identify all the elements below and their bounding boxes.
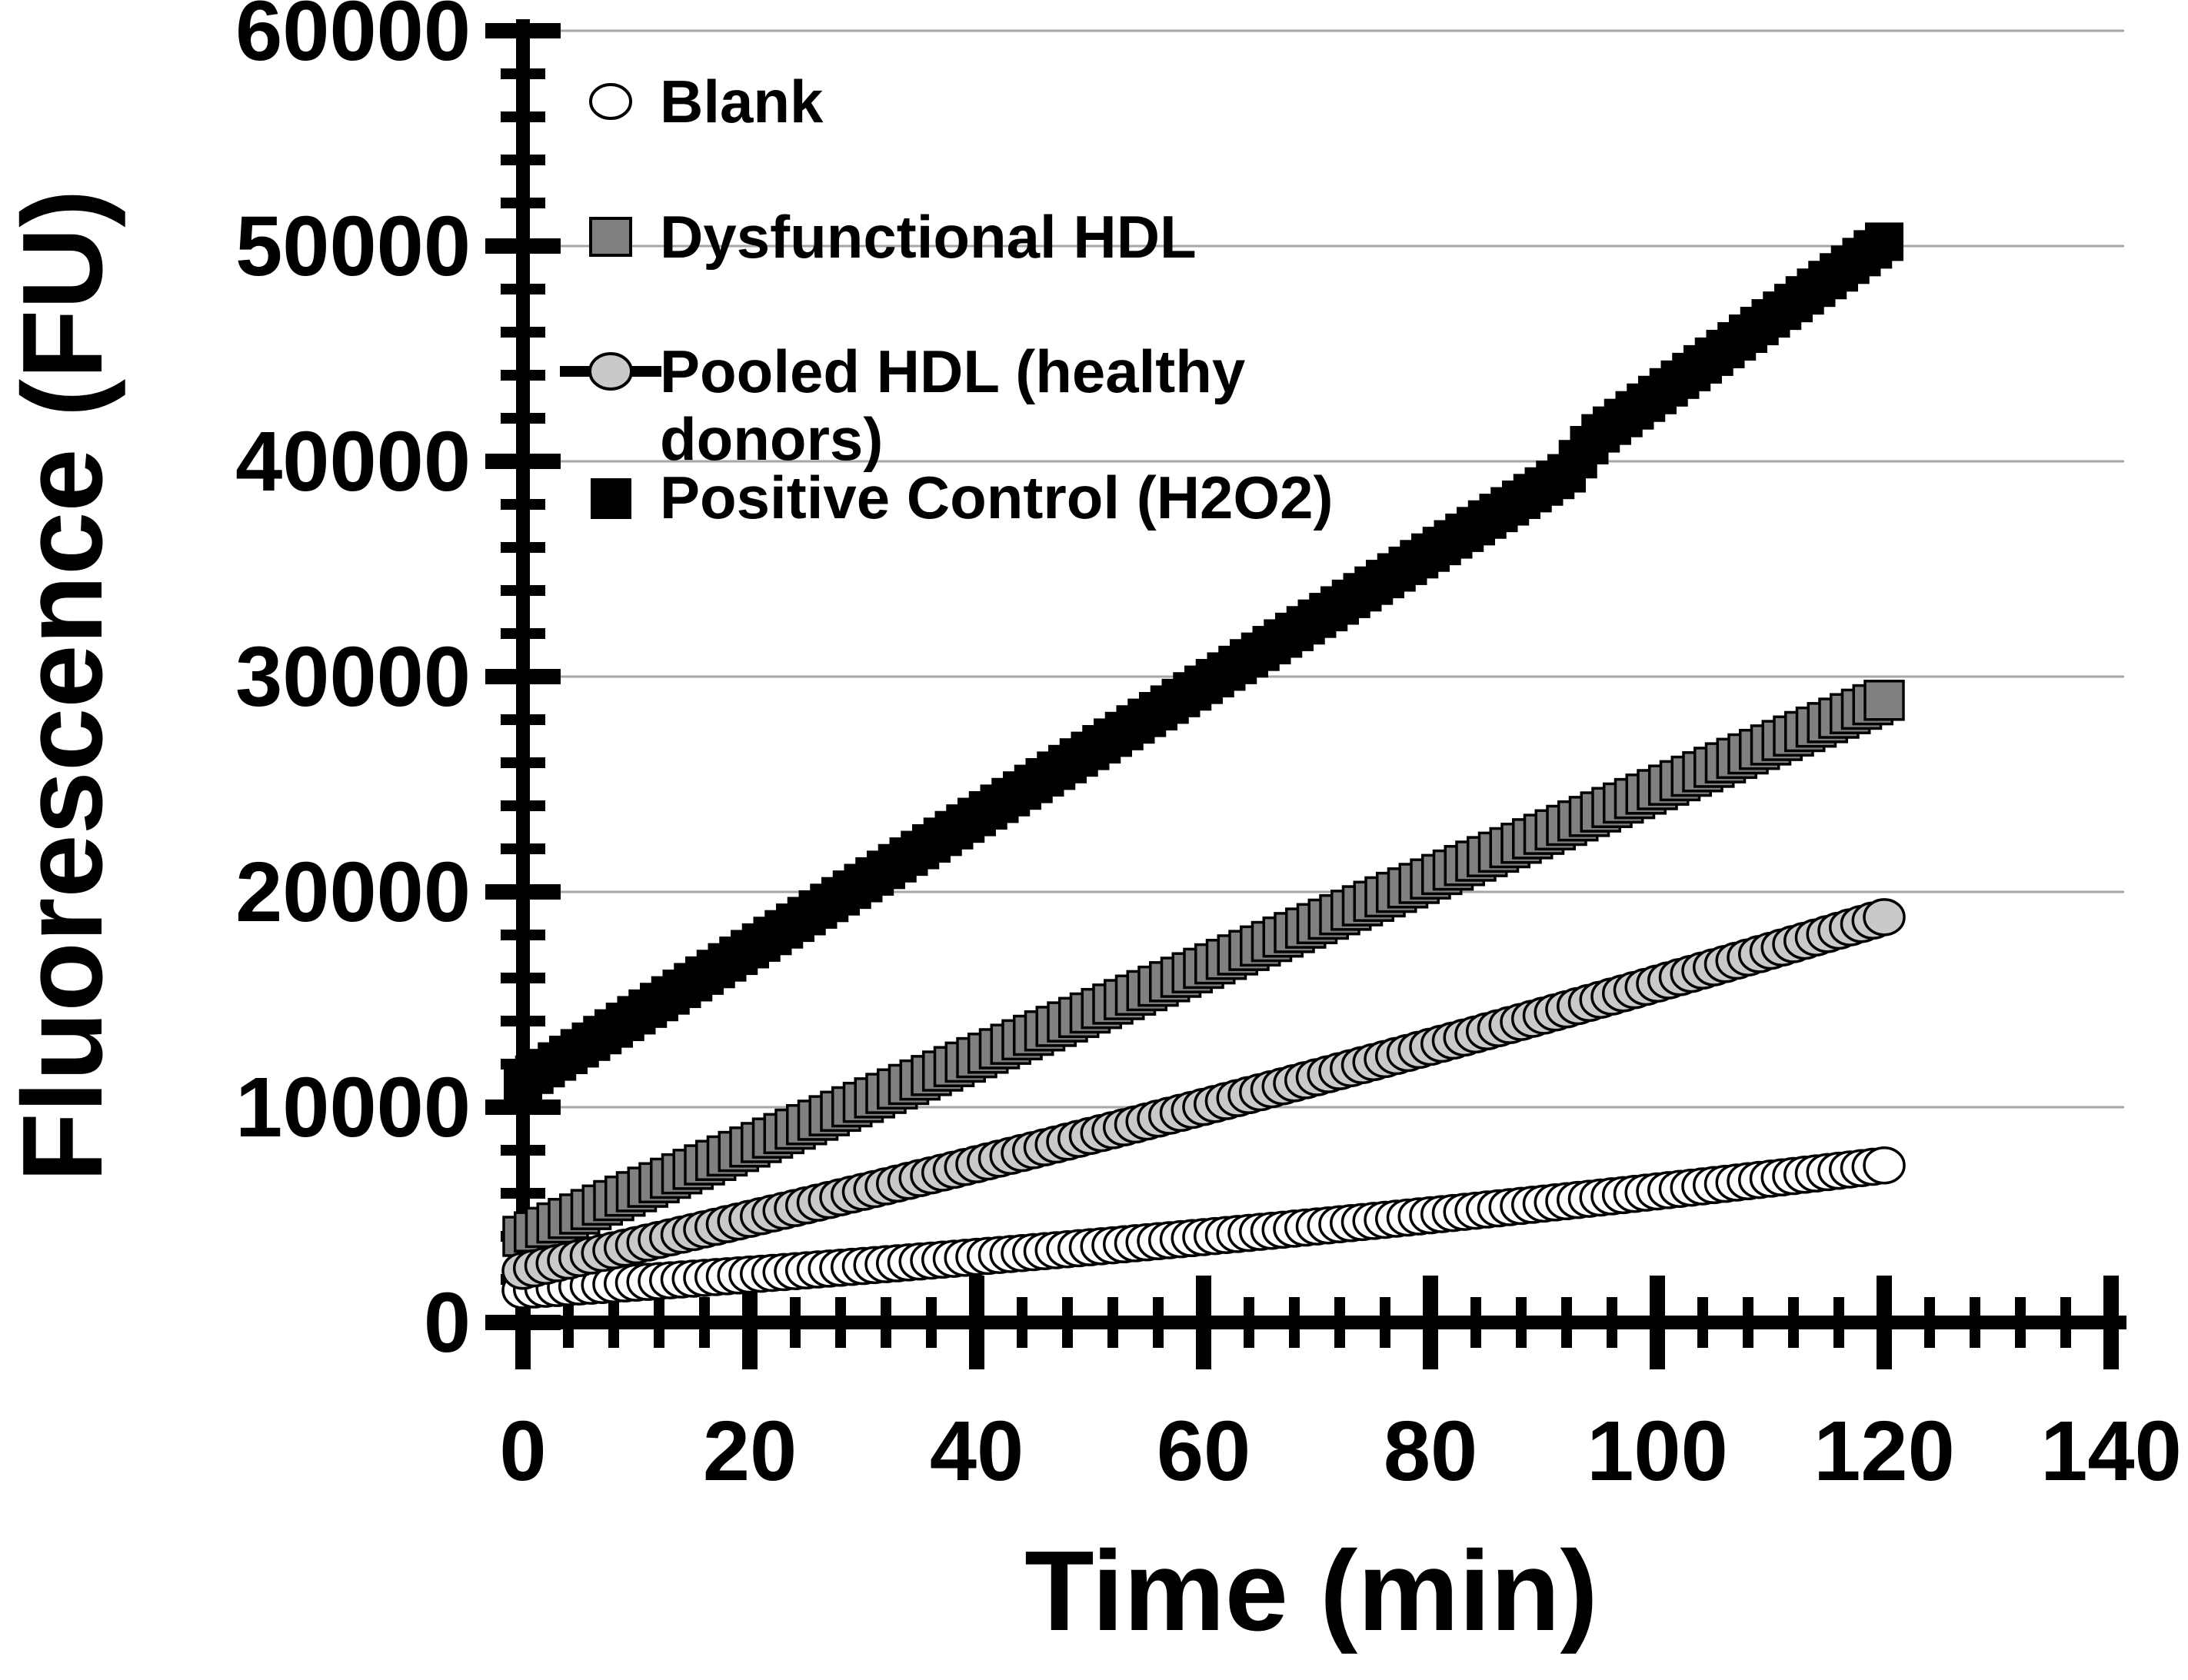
x-axis-major-tick xyxy=(742,1276,758,1369)
y-axis-major-tick xyxy=(485,1099,561,1115)
y-tick-label: 50000 xyxy=(235,199,471,294)
data-point-pooled-hdl-healthy-donors xyxy=(1863,898,1906,936)
x-tick-label: 120 xyxy=(1813,1404,1955,1499)
x-axis-minor-tick xyxy=(1470,1297,1481,1348)
x-axis-minor-tick xyxy=(926,1297,937,1348)
x-axis-major-tick xyxy=(1196,1276,1211,1369)
y-tick-label: 40000 xyxy=(235,414,471,509)
x-axis-minor-tick xyxy=(790,1297,801,1348)
positive-control-square-icon xyxy=(591,478,631,519)
x-tick-label: 40 xyxy=(930,1404,1024,1499)
y-axis-minor-tick xyxy=(501,413,545,424)
x-axis-minor-tick xyxy=(2015,1297,2026,1348)
x-axis-minor-tick xyxy=(1561,1297,1572,1348)
x-axis-major-tick xyxy=(1877,1276,1892,1369)
y-axis-minor-tick xyxy=(501,499,545,510)
x-tick-label: 20 xyxy=(703,1404,797,1499)
x-axis-major-tick xyxy=(969,1276,984,1369)
y-axis-major-tick xyxy=(485,454,561,469)
y-tick-label: 60000 xyxy=(235,0,471,78)
x-axis-major-tick xyxy=(1423,1276,1438,1369)
y-axis-major-tick xyxy=(485,669,561,684)
x-tick-label: 140 xyxy=(2040,1404,2182,1499)
x-axis-minor-tick xyxy=(1107,1297,1118,1348)
x-tick-label: 80 xyxy=(1384,1404,1477,1499)
x-axis-minor-tick xyxy=(1697,1297,1708,1348)
blank-open-circle-icon xyxy=(589,83,632,120)
y-axis-minor-tick xyxy=(501,757,545,768)
y-axis-minor-tick xyxy=(501,714,545,725)
x-axis-minor-tick xyxy=(1924,1297,1935,1348)
x-axis-minor-tick xyxy=(608,1297,619,1348)
dysfunctional-hdl-square-icon xyxy=(589,217,632,257)
x-axis-minor-tick xyxy=(1607,1297,1617,1348)
data-point-dysfunctional-hdl xyxy=(1863,680,1905,721)
y-axis-major-tick xyxy=(485,884,561,900)
pooled-hdl-circle-line-icon xyxy=(560,352,661,391)
x-axis-minor-tick xyxy=(699,1297,710,1348)
x-axis-minor-tick xyxy=(1833,1297,1844,1348)
x-axis-minor-tick xyxy=(1380,1297,1390,1348)
x-axis-minor-tick xyxy=(1244,1297,1254,1348)
y-axis-major-tick xyxy=(485,23,561,38)
x-axis-minor-tick xyxy=(563,1297,574,1348)
legend-label-dysfunctional-hdl: Dysfunctional HDL xyxy=(660,203,1197,271)
y-tick-label: 0 xyxy=(424,1276,471,1370)
y-axis-minor-tick xyxy=(501,800,545,811)
y-axis-minor-tick xyxy=(501,843,545,854)
y-axis-title: Fluorescence (FU) xyxy=(0,189,126,1183)
x-axis-major-tick xyxy=(2103,1276,2119,1369)
x-axis-minor-tick xyxy=(835,1297,846,1348)
y-axis-minor-tick xyxy=(501,284,545,294)
x-axis-minor-tick xyxy=(1334,1297,1345,1348)
y-axis-minor-tick xyxy=(501,628,545,639)
y-tick-label: 10000 xyxy=(235,1060,471,1155)
x-axis-minor-tick xyxy=(1516,1297,1527,1348)
y-axis-minor-tick xyxy=(501,370,545,381)
x-axis-major-tick xyxy=(1650,1276,1665,1369)
x-axis-minor-tick xyxy=(2060,1297,2071,1348)
y-axis-minor-tick xyxy=(501,198,545,208)
x-axis-minor-tick xyxy=(881,1297,891,1348)
x-axis-minor-tick xyxy=(1743,1297,1753,1348)
x-axis-minor-tick xyxy=(1153,1297,1164,1348)
y-axis-minor-tick xyxy=(501,585,545,596)
legend-label-pooled-hdl-line1: Pooled HDL (healthy xyxy=(660,338,1246,405)
x-axis-minor-tick xyxy=(1289,1297,1300,1348)
y-axis-minor-tick xyxy=(501,973,545,983)
legend-label-pooled-hdl: Pooled HDL (healthy donors) xyxy=(660,338,1245,473)
x-axis-minor-tick xyxy=(1062,1297,1073,1348)
x-tick-label: 60 xyxy=(1157,1404,1251,1499)
y-tick-label: 20000 xyxy=(235,845,471,940)
y-tick-label: 30000 xyxy=(235,630,471,724)
y-axis-minor-tick xyxy=(501,68,545,79)
y-axis-minor-tick xyxy=(501,542,545,553)
legend-label-pooled-hdl-line2: donors) xyxy=(660,405,884,473)
y-axis-minor-tick xyxy=(501,1016,545,1026)
legend-label-blank: Blank xyxy=(660,68,824,135)
x-tick-label: 0 xyxy=(499,1404,546,1499)
x-axis-line xyxy=(500,1316,2126,1329)
y-axis-minor-tick xyxy=(501,930,545,940)
x-axis-minor-tick xyxy=(654,1297,664,1348)
y-axis-minor-tick xyxy=(501,1188,545,1199)
x-axis-minor-tick xyxy=(1970,1297,1980,1348)
y-axis-minor-tick xyxy=(501,111,545,122)
y-axis-minor-tick xyxy=(501,1145,545,1156)
data-point-positive-control-h2o2 xyxy=(1865,222,1903,261)
legend-label-positive-control: Positive Control (H2O2) xyxy=(660,464,1334,531)
x-axis-minor-tick xyxy=(1017,1297,1027,1348)
x-axis-minor-tick xyxy=(1788,1297,1799,1348)
y-axis-major-tick xyxy=(485,238,561,254)
y-axis-minor-tick xyxy=(501,327,545,338)
x-tick-label: 100 xyxy=(1587,1404,1728,1499)
y-axis-minor-tick xyxy=(501,155,545,165)
data-point-blank xyxy=(1863,1146,1906,1185)
x-axis-title: Time (min) xyxy=(1024,1528,1598,1655)
